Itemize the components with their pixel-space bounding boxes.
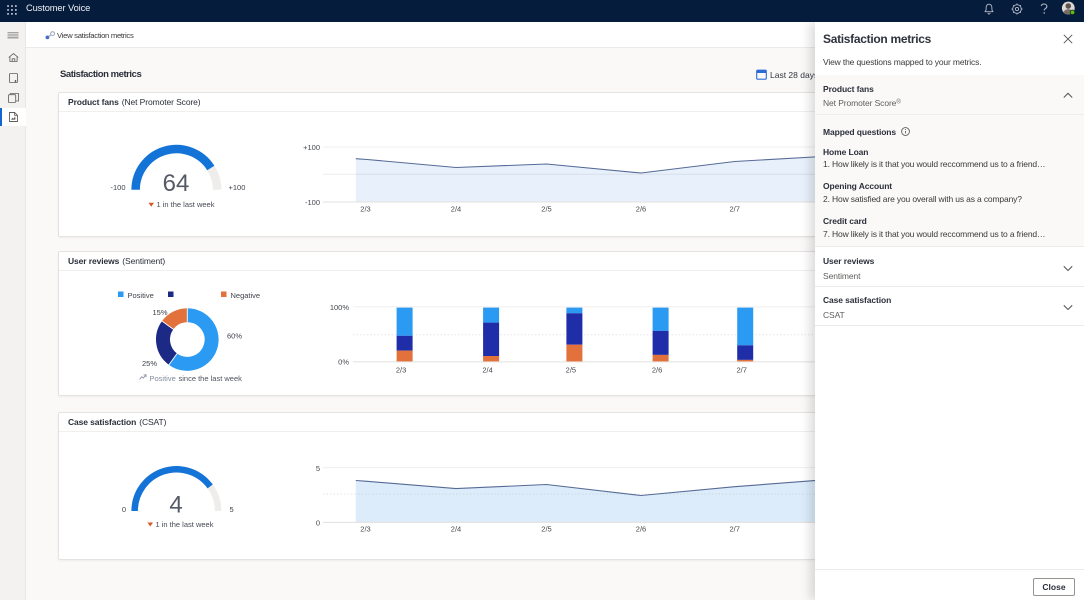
svg-text:2/6: 2/6 xyxy=(636,525,646,534)
svg-text:64: 64 xyxy=(163,170,190,197)
svg-text:5: 5 xyxy=(230,505,234,514)
svg-text:2/6: 2/6 xyxy=(652,366,662,375)
svg-text:+100: +100 xyxy=(303,143,320,152)
svg-text:+100: +100 xyxy=(229,183,246,192)
svg-text:2/5: 2/5 xyxy=(541,525,551,534)
svg-text:60%: 60% xyxy=(227,332,242,341)
svg-text:25%: 25% xyxy=(142,359,157,368)
svg-text:2/4: 2/4 xyxy=(451,205,461,214)
svg-text:100%: 100% xyxy=(330,303,350,312)
svg-text:1 in the last week: 1 in the last week xyxy=(157,200,215,209)
svg-text:2/5: 2/5 xyxy=(541,205,551,214)
svg-text:1 in the last week: 1 in the last week xyxy=(156,520,214,529)
svg-text:5: 5 xyxy=(316,464,320,473)
svg-text:0%: 0% xyxy=(338,358,349,367)
svg-text:-100: -100 xyxy=(110,183,125,192)
svg-text:2/5: 2/5 xyxy=(566,366,576,375)
svg-text:Negative: Negative xyxy=(231,291,261,300)
svg-text:2/6: 2/6 xyxy=(636,205,646,214)
svg-text:0: 0 xyxy=(316,519,320,528)
svg-text:2/7: 2/7 xyxy=(729,205,739,214)
svg-text:2/3: 2/3 xyxy=(360,205,370,214)
svg-text:2/3: 2/3 xyxy=(360,525,370,534)
svg-text:-100: -100 xyxy=(305,198,320,207)
svg-text:0: 0 xyxy=(122,505,126,514)
svg-text:15%: 15% xyxy=(152,308,167,317)
svg-text:2/7: 2/7 xyxy=(736,366,746,375)
svg-text:4: 4 xyxy=(169,492,182,519)
svg-text:Positive: Positive xyxy=(150,374,176,383)
svg-text:2/4: 2/4 xyxy=(451,525,461,534)
svg-text:2/7: 2/7 xyxy=(729,525,739,534)
svg-text:2/4: 2/4 xyxy=(482,366,492,375)
svg-text:Positive: Positive xyxy=(128,291,154,300)
svg-text:since the last week: since the last week xyxy=(179,374,243,383)
svg-text:2/3: 2/3 xyxy=(396,366,406,375)
